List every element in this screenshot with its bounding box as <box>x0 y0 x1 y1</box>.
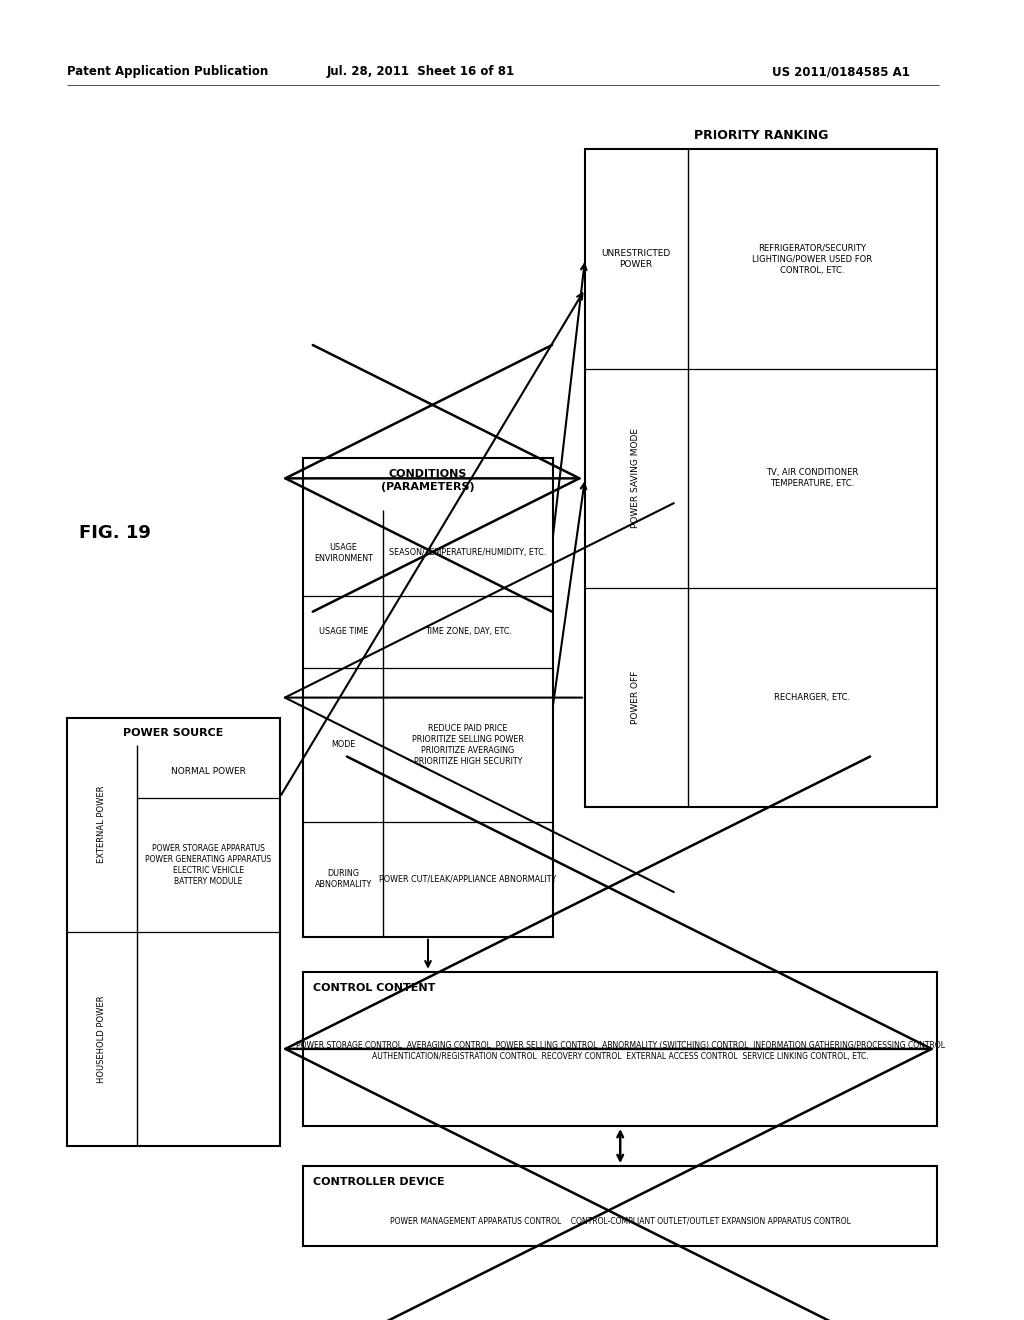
Text: HOUSEHOLD POWER: HOUSEHOLD POWER <box>97 995 106 1082</box>
Text: PRIORITY RANKING: PRIORITY RANKING <box>694 129 828 143</box>
Text: POWER OFF: POWER OFF <box>632 671 640 725</box>
Bar <box>67 718 280 1146</box>
Text: MODE: MODE <box>331 741 355 750</box>
Text: NORMAL POWER: NORMAL POWER <box>171 767 246 776</box>
Text: TIME ZONE, DAY, ETC.: TIME ZONE, DAY, ETC. <box>425 627 512 636</box>
Bar <box>585 149 937 808</box>
Text: USAGE TIME: USAGE TIME <box>318 627 368 636</box>
Text: CONTROLLER DEVICE: CONTROLLER DEVICE <box>313 1177 444 1187</box>
Text: POWER SOURCE: POWER SOURCE <box>123 729 223 738</box>
Text: DURING
ABNORMALITY: DURING ABNORMALITY <box>314 869 372 890</box>
Text: Patent Application Publication: Patent Application Publication <box>67 65 267 78</box>
Text: TV, AIR CONDITIONER
TEMPERATURE, ETC.: TV, AIR CONDITIONER TEMPERATURE, ETC. <box>766 469 858 488</box>
Text: USAGE
ENVIRONMENT: USAGE ENVIRONMENT <box>314 543 373 562</box>
Bar <box>303 458 553 937</box>
Text: SEASON/TEMPERATURE/HUMIDITY, ETC.: SEASON/TEMPERATURE/HUMIDITY, ETC. <box>389 548 547 557</box>
Bar <box>303 1166 937 1246</box>
Text: POWER STORAGE CONTROL  AVERAGING CONTROL  POWER SELLING CONTROL  ABNORMALITY (SW: POWER STORAGE CONTROL AVERAGING CONTROL … <box>296 1041 945 1061</box>
Bar <box>303 972 937 1126</box>
Text: POWER CUT/LEAK/APPLIANCE ABNORMALITY: POWER CUT/LEAK/APPLIANCE ABNORMALITY <box>380 875 557 883</box>
Text: US 2011/0184585 A1: US 2011/0184585 A1 <box>772 65 910 78</box>
Text: CONDITIONS
(PARAMETERS): CONDITIONS (PARAMETERS) <box>381 469 475 491</box>
Text: UNRESTRICTED
POWER: UNRESTRICTED POWER <box>601 249 671 269</box>
Text: REDUCE PAID PRICE
PRIORITIZE SELLING POWER
PRIORITIZE AVERAGING
PRIORITIZE HIGH : REDUCE PAID PRICE PRIORITIZE SELLING POW… <box>413 723 524 766</box>
Text: FIG. 19: FIG. 19 <box>80 524 152 543</box>
Text: POWER STORAGE APPARATUS
POWER GENERATING APPARATUS
ELECTRIC VEHICLE
BATTERY MODU: POWER STORAGE APPARATUS POWER GENERATING… <box>145 843 271 886</box>
Text: POWER MANAGEMENT APPARATUS CONTROL    CONTROL-COMPLIANT OUTLET/OUTLET EXPANSION : POWER MANAGEMENT APPARATUS CONTROL CONTR… <box>390 1216 851 1225</box>
Text: REFRIGERATOR/SECURITY
LIGHTING/POWER USED FOR
CONTROL, ETC.: REFRIGERATOR/SECURITY LIGHTING/POWER USE… <box>753 243 872 275</box>
Text: Jul. 28, 2011  Sheet 16 of 81: Jul. 28, 2011 Sheet 16 of 81 <box>327 65 515 78</box>
Text: EXTERNAL POWER: EXTERNAL POWER <box>97 785 106 863</box>
Text: POWER SAVING MODE: POWER SAVING MODE <box>632 429 640 528</box>
Text: RECHARGER, ETC.: RECHARGER, ETC. <box>774 693 851 702</box>
Text: CONTROL CONTENT: CONTROL CONTENT <box>313 982 435 993</box>
